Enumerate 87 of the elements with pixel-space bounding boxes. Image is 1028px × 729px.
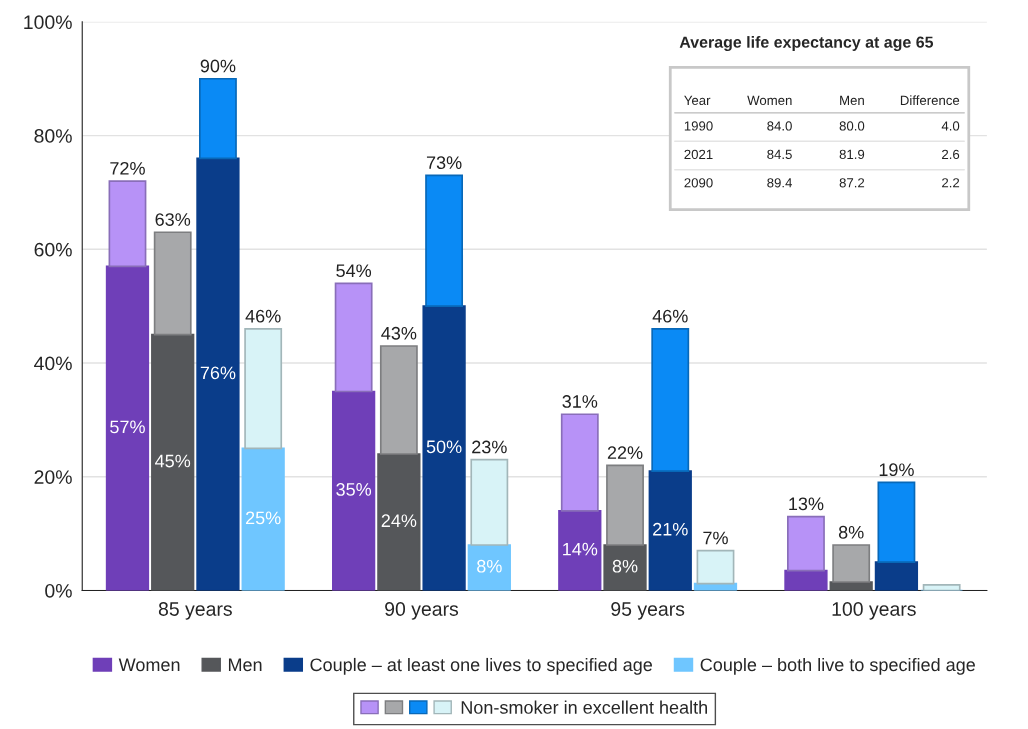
data-label: 8% — [477, 559, 502, 573]
data-label: 19% — [879, 463, 914, 477]
data-label: 54% — [336, 264, 372, 278]
data-label: 22% — [607, 446, 643, 459]
legend-label: Non-smoker in excellent health — [461, 700, 707, 714]
bar — [696, 549, 735, 585]
bar — [877, 481, 916, 563]
data-label: 8% — [612, 559, 638, 573]
annotation: 2021 — [684, 149, 713, 160]
bar — [153, 231, 192, 336]
annotation: 2090 — [684, 178, 713, 188]
bar — [241, 447, 285, 591]
annotation: 81.9 — [839, 149, 865, 160]
x-tick-label: 90 years — [385, 602, 459, 620]
annotation: 80.0 — [839, 121, 865, 131]
bar — [331, 390, 376, 591]
bar — [425, 174, 464, 308]
x-tick-label: 100 years — [832, 602, 916, 620]
data-label: 46% — [245, 309, 281, 323]
data-label: 23% — [472, 440, 507, 454]
bar — [922, 583, 961, 591]
annotation: 84.0 — [767, 121, 792, 131]
y-tick-label: 100% — [24, 15, 72, 30]
bar — [648, 470, 692, 591]
bar — [422, 305, 466, 591]
bar — [108, 180, 147, 268]
data-label: 63% — [155, 213, 191, 226]
data-label: 72% — [110, 161, 145, 175]
data-label: 25% — [246, 511, 281, 525]
data-label: 35% — [336, 483, 372, 496]
legend-label: Couple – both live to specified age — [700, 657, 975, 675]
bar — [558, 510, 602, 591]
annotation: Year — [684, 95, 711, 106]
y-tick-label: 20% — [34, 470, 72, 484]
annotation: 2.6 — [942, 149, 960, 160]
data-label: 13% — [789, 497, 824, 511]
annotation: 87.2 — [839, 178, 865, 188]
bar — [874, 561, 919, 591]
data-label: 46% — [652, 309, 688, 323]
data-label: 90% — [200, 59, 236, 73]
data-label: 14% — [563, 542, 598, 556]
x-tick-label: 85 years — [158, 602, 232, 620]
annotation: Men — [840, 95, 864, 106]
bar — [334, 282, 373, 393]
annotation: 89.4 — [767, 178, 792, 188]
data-label: 45% — [155, 454, 191, 468]
legend-label: Women — [118, 658, 180, 672]
bar — [377, 453, 421, 591]
data-label: 50% — [426, 440, 462, 454]
bar — [606, 464, 644, 546]
bar — [560, 413, 599, 512]
data-label: 76% — [200, 366, 236, 380]
bar — [151, 333, 195, 591]
bar — [470, 458, 509, 546]
legend-label: Couple – at least one lives to specified age — [310, 657, 653, 675]
annotation: Women — [747, 95, 792, 106]
bar — [651, 328, 690, 472]
bar — [196, 157, 240, 591]
data-label: 7% — [703, 531, 728, 545]
bar — [379, 345, 418, 455]
y-tick-label: 0% — [45, 583, 72, 598]
bar — [832, 544, 871, 583]
bar — [467, 544, 511, 591]
y-tick-label: 60% — [34, 242, 72, 257]
bar — [105, 265, 150, 591]
data-label: 57% — [110, 420, 145, 434]
data-label: 24% — [381, 514, 417, 528]
data-label: 43% — [381, 326, 417, 340]
annotation: 4.0 — [941, 121, 960, 131]
bar — [787, 515, 825, 572]
annotation: 84.5 — [767, 149, 792, 160]
bar — [784, 569, 828, 591]
bar — [199, 77, 237, 160]
annotation: Average life expectancy at age 65 — [679, 36, 934, 52]
annotation: 1990 — [684, 121, 713, 131]
data-label: 73% — [426, 156, 462, 170]
data-label: 31% — [562, 395, 598, 408]
legend-label: Men — [228, 658, 262, 672]
y-tick-label: 80% — [34, 129, 72, 143]
data-label: 8% — [838, 525, 864, 539]
x-tick-label: 95 years — [611, 602, 685, 620]
annotation: Difference — [900, 95, 960, 106]
bar — [244, 328, 283, 450]
data-label: 21% — [653, 522, 688, 536]
y-tick-label: 40% — [34, 356, 72, 371]
annotation: 2.2 — [942, 178, 960, 188]
bar — [603, 544, 647, 591]
